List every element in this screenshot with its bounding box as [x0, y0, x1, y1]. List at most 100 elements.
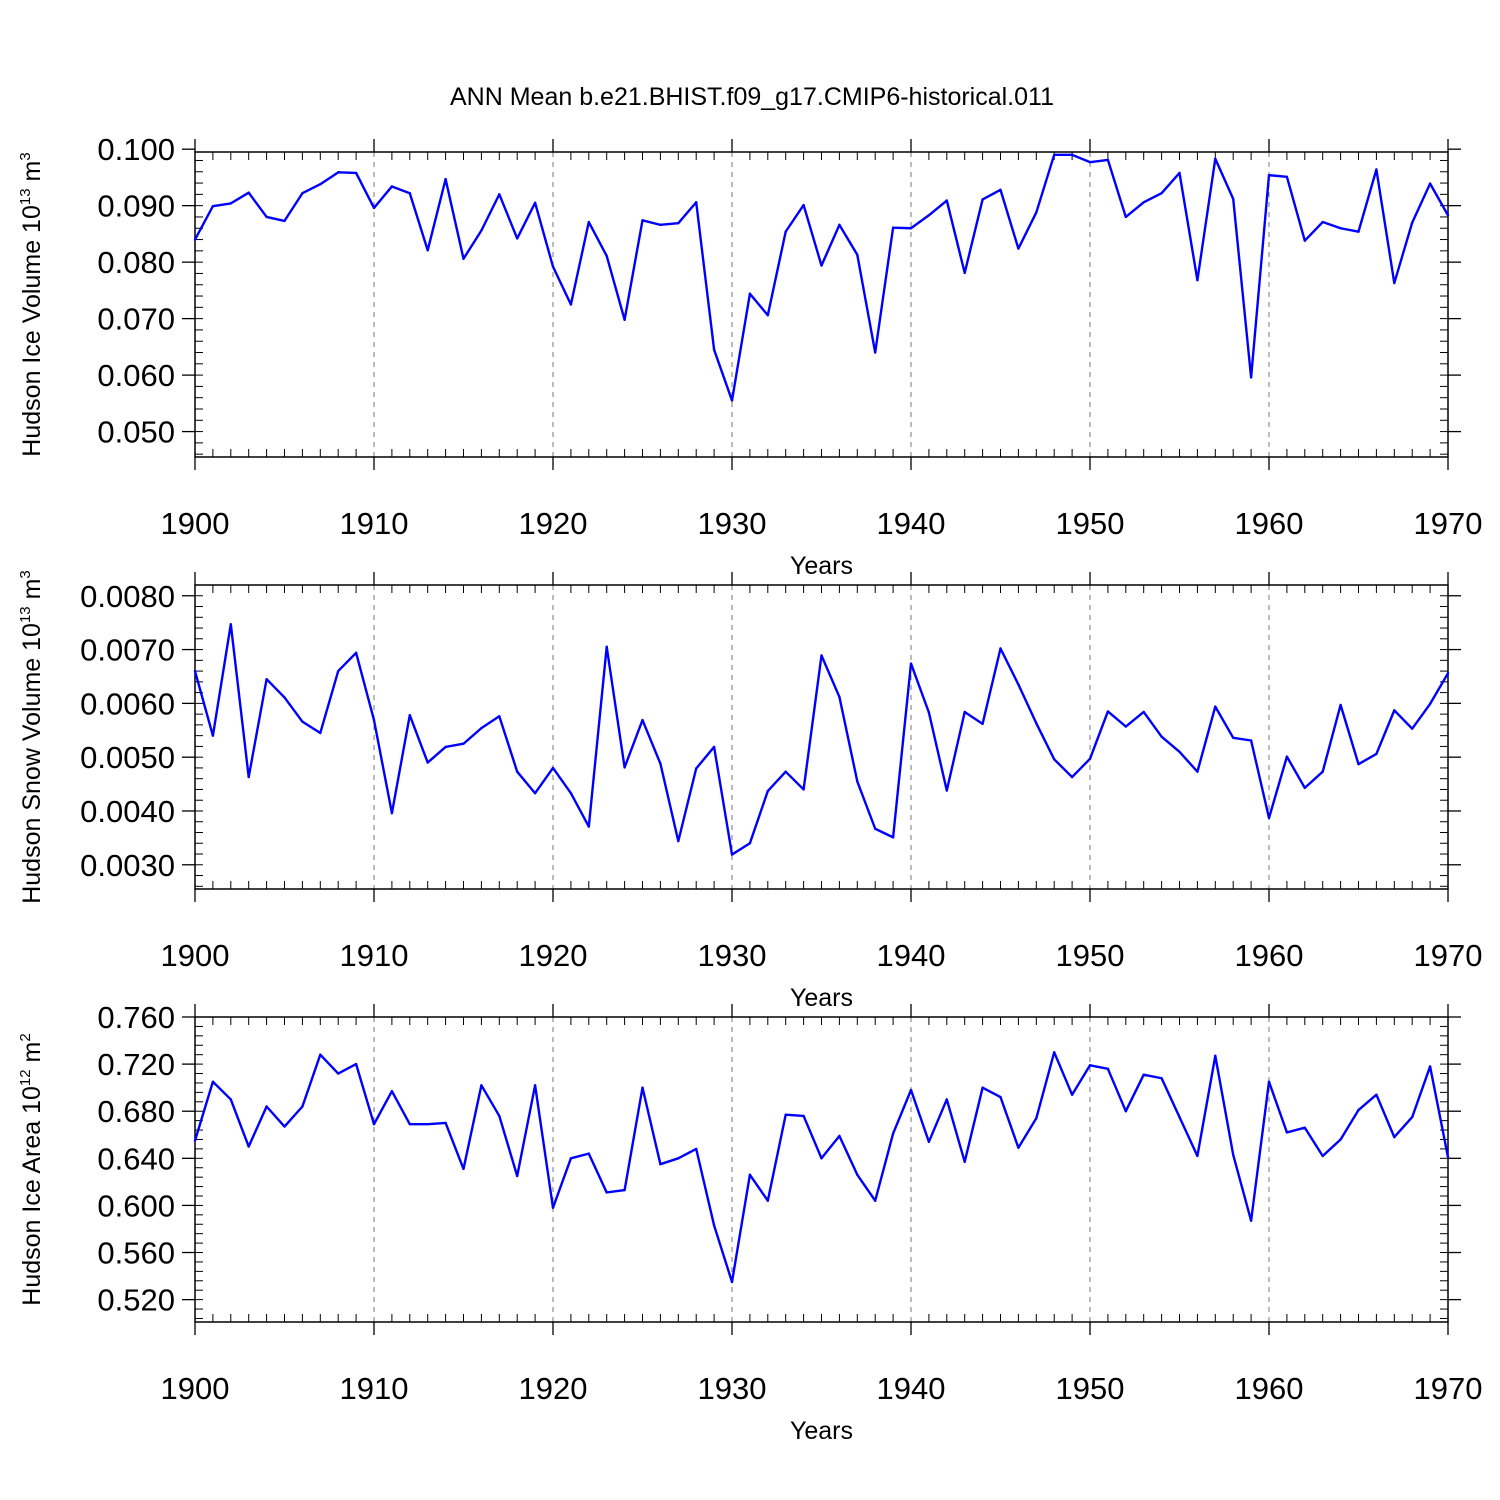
- data-point-1948: [1053, 1051, 1056, 1054]
- data-point-1902: [229, 1098, 232, 1101]
- data-point-1903: [247, 191, 250, 194]
- ytick-label: 0.060: [97, 358, 175, 393]
- data-point-1947: [1035, 722, 1038, 725]
- data-point-1966: [1375, 752, 1378, 756]
- xtick-label-1960: 1960: [1235, 506, 1304, 541]
- data-point-1950: [1088, 1064, 1092, 1067]
- data-point-1953: [1142, 201, 1145, 204]
- data-point-1919: [533, 792, 537, 795]
- data-point-1904: [265, 1105, 268, 1108]
- xtick-label-1910: 1910: [340, 506, 409, 541]
- data-point-1924: [623, 318, 626, 321]
- data-point-1957: [1214, 705, 1217, 708]
- data-point-1936: [838, 1134, 841, 1138]
- data-point-1969: [1428, 702, 1432, 706]
- data-point-1911: [390, 185, 394, 188]
- plot-frame: [194, 584, 1449, 890]
- data-point-1933: [784, 230, 787, 233]
- y-axis-label-exponent: 13: [17, 606, 34, 623]
- data-point-1948: [1053, 153, 1056, 157]
- xtick-label-1970: 1970: [1414, 938, 1483, 973]
- data-point-1928: [695, 767, 698, 770]
- y-axis-label-unit-exponent: 3: [17, 152, 34, 160]
- data-point-1913: [426, 761, 429, 764]
- data-point-1908: [337, 669, 340, 673]
- data-point-1921: [569, 303, 573, 306]
- y-axis-label-unit-exponent: 2: [17, 1033, 34, 1041]
- data-point-1920: [551, 265, 555, 268]
- data-point-1913: [426, 1122, 429, 1126]
- data-point-1942: [945, 1098, 948, 1101]
- data-point-1968: [1411, 221, 1414, 224]
- data-point-1902: [229, 202, 232, 205]
- data-point-1912: [408, 714, 411, 717]
- data-point-1968: [1411, 1115, 1414, 1119]
- data-point-1939: [891, 836, 895, 839]
- data-point-1962: [1303, 786, 1307, 790]
- data-point-1923: [605, 1191, 608, 1194]
- y-axis-label-exponent: 12: [17, 1069, 34, 1086]
- data-point-1903: [247, 775, 250, 779]
- y-axis-label-exponent: 13: [17, 188, 34, 205]
- data-point-1952: [1124, 215, 1128, 219]
- data-point-1927: [677, 1157, 680, 1160]
- data-point-1961: [1285, 755, 1289, 758]
- data-point-1927: [677, 221, 680, 225]
- data-point-1970: [1446, 672, 1450, 675]
- data-point-1925: [641, 219, 644, 222]
- data-point-1944: [981, 722, 984, 726]
- data-point-1923: [605, 254, 608, 258]
- data-point-1955: [1178, 750, 1181, 753]
- ytick-label: 0.560: [97, 1236, 175, 1271]
- data-point-1934: [802, 788, 805, 791]
- data-point-1909: [354, 651, 358, 654]
- y-axis-label-unit: m: [18, 579, 46, 607]
- data-point-1900: [193, 669, 197, 673]
- data-point-1949: [1070, 775, 1074, 779]
- data-point-1914: [444, 1121, 447, 1125]
- data-point-1919: [533, 1084, 537, 1087]
- data-point-1924: [623, 766, 626, 769]
- ytick-label: 0.0030: [80, 848, 175, 883]
- data-point-1957: [1214, 1054, 1217, 1058]
- data-point-1950: [1088, 160, 1092, 164]
- data-point-1940: [909, 662, 913, 665]
- data-point-1929: [712, 348, 716, 351]
- data-point-1931: [748, 292, 752, 295]
- xtick-label-1900: 1900: [161, 506, 230, 541]
- xtick-label-1960: 1960: [1235, 938, 1304, 973]
- data-point-1948: [1053, 758, 1056, 761]
- data-point-1913: [426, 249, 429, 252]
- panels: 1900 1910 1920 1930 1940 1950 1960 1970 0.050 0.0…: [17, 132, 1482, 1445]
- ytick-label: 0.100: [97, 132, 175, 167]
- data-point-1937: [856, 1173, 859, 1177]
- data-point-1904: [265, 215, 268, 219]
- data-point-1907: [319, 731, 322, 735]
- ytick-label: 0.0070: [80, 633, 175, 668]
- xtick-label-1940: 1940: [877, 938, 946, 973]
- xtick-label-1930: 1930: [698, 506, 767, 541]
- xtick-label-1910: 1910: [340, 1371, 409, 1406]
- data-point-1967: [1393, 709, 1396, 712]
- data-point-1952: [1124, 725, 1128, 728]
- data-point-1957: [1214, 157, 1217, 160]
- xtick-label-1970: 1970: [1414, 1371, 1483, 1406]
- data-point-1905: [283, 1125, 286, 1128]
- data-point-1920: [551, 1206, 555, 1209]
- y-axis-label-text: Hudson Ice Volume 10: [18, 205, 46, 457]
- data-point-1969: [1428, 182, 1432, 185]
- data-point-1905: [283, 219, 286, 223]
- data-point-1949: [1070, 1093, 1074, 1096]
- data-point-1930: [730, 1280, 734, 1284]
- data-point-1908: [337, 1072, 340, 1075]
- ytick-label: 0.050: [97, 415, 175, 450]
- xtick-label-1970: 1970: [1414, 506, 1483, 541]
- plot-frame: [194, 151, 1449, 458]
- data-point-1927: [677, 839, 680, 843]
- data-point-1939: [891, 226, 895, 229]
- ytick-label: 0.520: [97, 1283, 175, 1318]
- data-point-1931: [748, 842, 752, 845]
- data-point-1956: [1196, 1154, 1199, 1158]
- ytick-label: 0.600: [97, 1188, 175, 1223]
